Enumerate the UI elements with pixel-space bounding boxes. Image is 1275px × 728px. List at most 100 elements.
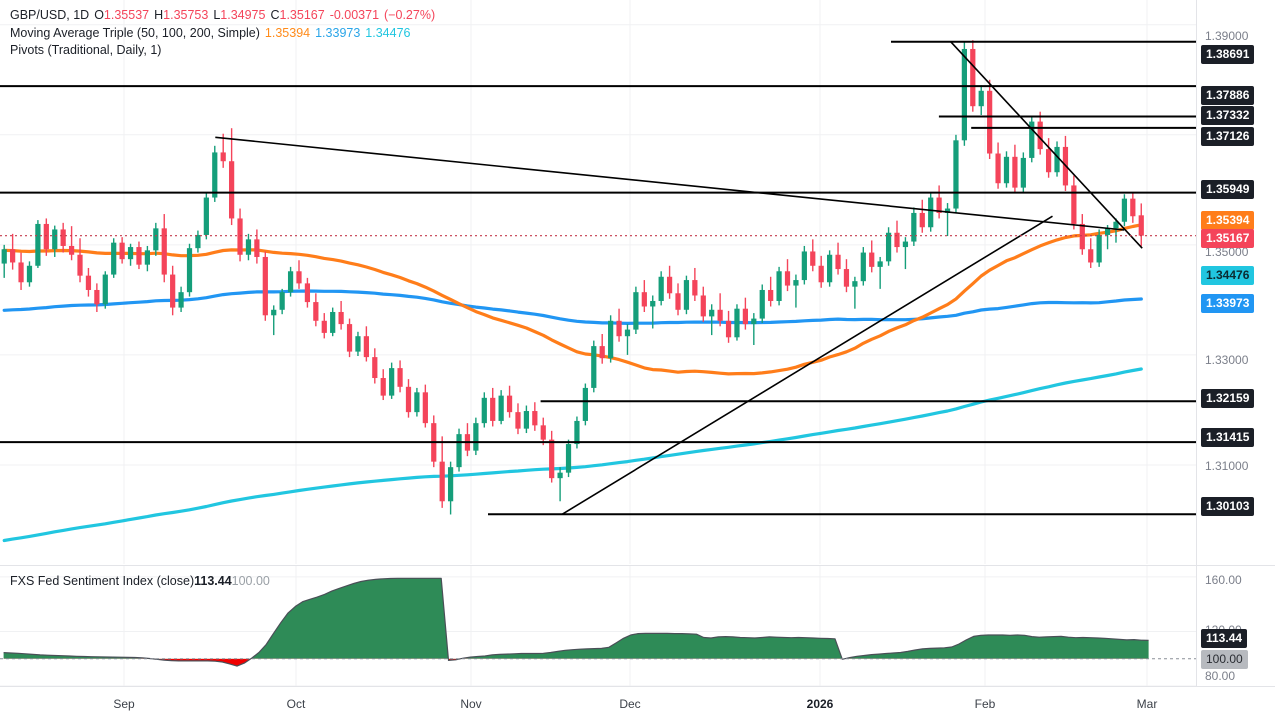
candle-body <box>203 197 209 235</box>
candle-body <box>68 245 75 255</box>
candle-body <box>296 271 302 284</box>
price-axis-badge[interactable]: 1.31415 <box>1201 428 1255 447</box>
time-axis-label: 2026 <box>806 697 834 711</box>
candle-body <box>178 292 184 308</box>
candle-body <box>94 289 100 305</box>
candle-body <box>742 308 748 325</box>
candle-body <box>372 357 378 379</box>
candle-body <box>591 346 597 388</box>
candle-body <box>608 320 614 359</box>
sentiment-indicator-svg <box>0 566 1196 686</box>
candle-body <box>953 140 959 209</box>
candle-body <box>287 271 294 293</box>
price-axis-badge[interactable]: 1.37126 <box>1201 127 1255 146</box>
price-axis-badge[interactable]: 1.35949 <box>1201 180 1255 199</box>
price-axis-badge[interactable]: 1.37886 <box>1201 86 1255 105</box>
indicator-axis-badge[interactable]: 100.00 <box>1201 650 1248 669</box>
candle-body <box>540 425 546 440</box>
price-axis-badge[interactable]: 1.34476 <box>1201 266 1255 285</box>
candle-body <box>18 262 24 283</box>
price-axis-badge[interactable]: 1.30103 <box>1201 497 1255 516</box>
candle-body <box>624 329 631 337</box>
time-axis-label: Mar <box>1136 697 1158 711</box>
candle-body <box>894 232 900 248</box>
candle-body <box>650 300 656 307</box>
candle-body <box>675 293 681 310</box>
price-scale-divider <box>1196 565 1275 566</box>
candle-body <box>759 289 765 319</box>
candle-body <box>422 392 428 424</box>
candle-body <box>119 242 125 260</box>
candle-body <box>473 423 479 451</box>
candle-body <box>506 395 513 413</box>
trendline-descending-steep[interactable] <box>950 41 1143 249</box>
price-chart-pane[interactable] <box>0 0 1196 564</box>
price-axis-tick: 1.33000 <box>1205 353 1249 367</box>
price-axis-badge[interactable]: 1.33973 <box>1201 294 1255 313</box>
candle-body <box>186 248 193 293</box>
trendline-descending-major[interactable] <box>215 136 1125 231</box>
sentiment-area-negative <box>3 658 1149 667</box>
candle-body <box>245 239 252 255</box>
ma50-line <box>2 223 1143 376</box>
sentiment-indicator-pane[interactable] <box>0 566 1196 686</box>
candle-body <box>843 269 850 287</box>
candle-body <box>658 276 664 301</box>
candle-body <box>574 420 580 445</box>
price-axis-badge[interactable]: 1.35394 <box>1201 211 1255 230</box>
candle-body <box>26 265 33 283</box>
candle-body <box>346 324 353 352</box>
sentiment-area-positive <box>3 578 1149 659</box>
candle-body <box>321 320 327 333</box>
candle-body <box>869 252 875 267</box>
candle-body <box>683 280 690 310</box>
candle-body <box>229 161 235 219</box>
candle-body <box>414 392 420 413</box>
pane-separator <box>0 565 1275 566</box>
candle-body <box>1054 146 1060 173</box>
candle-body <box>456 434 462 468</box>
candle-body <box>928 197 934 228</box>
price-axis-badge[interactable]: 1.37332 <box>1201 106 1255 125</box>
candle-body <box>405 386 412 413</box>
price-scale[interactable]: 1.390001.370001.350001.330001.31000160.0… <box>1196 0 1275 686</box>
candle-body <box>153 228 159 251</box>
candle-body <box>515 412 521 429</box>
price-axis-badge[interactable]: 1.35167 <box>1201 229 1255 248</box>
candle-body <box>279 292 285 310</box>
ma100-line <box>2 289 1143 325</box>
candle-body <box>1003 156 1010 184</box>
indicator-axis-tick: 160.00 <box>1205 573 1242 587</box>
candle-body <box>641 292 647 307</box>
candle-body <box>902 241 909 248</box>
candle-body <box>936 197 942 213</box>
candle-body <box>1079 223 1085 250</box>
candle-body <box>1012 156 1018 188</box>
candle-body <box>725 320 732 338</box>
price-axis-badge[interactable]: 1.38691 <box>1201 45 1255 64</box>
candle-body <box>363 336 369 358</box>
indicator-axis-badge[interactable]: 113.44 <box>1201 629 1248 648</box>
candle-body <box>313 302 319 321</box>
candle-body <box>818 265 824 283</box>
price-axis-tick: 1.31000 <box>1205 459 1249 473</box>
candle-body <box>885 232 892 262</box>
candle-body <box>827 254 833 283</box>
time-scale[interactable]: Sep Oct Nov Dec 2026 Feb Mar <box>0 686 1275 728</box>
candle-body <box>565 444 572 473</box>
candle-body <box>995 153 1001 184</box>
candle-body <box>262 256 268 316</box>
trendline-ascending-support[interactable] <box>561 215 1053 515</box>
candle-body <box>212 152 218 198</box>
candle-body <box>557 472 563 479</box>
candle-body <box>911 212 917 242</box>
candle-body <box>852 281 858 287</box>
candle-body <box>439 461 445 502</box>
candle-body <box>111 242 117 275</box>
price-axis-badge[interactable]: 1.32159 <box>1201 389 1255 408</box>
candle-body <box>549 439 555 479</box>
candle-body <box>599 346 605 359</box>
candle-body <box>1088 249 1094 263</box>
candle-body <box>523 411 530 429</box>
candle-body <box>127 247 134 260</box>
